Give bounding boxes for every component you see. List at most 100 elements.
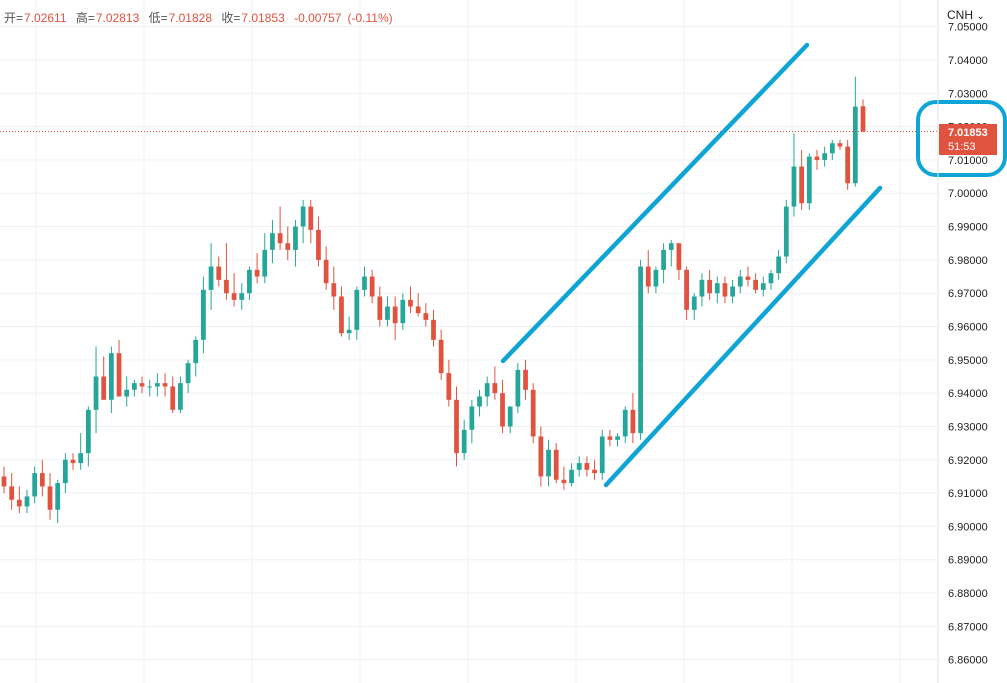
candle <box>684 266 689 320</box>
candle-body <box>139 383 145 387</box>
candle <box>431 309 436 347</box>
candle <box>661 243 666 284</box>
candle <box>262 233 268 284</box>
candle-body <box>699 279 705 297</box>
symbol-selector[interactable]: CNH ⌄ <box>947 8 985 22</box>
candle-body <box>645 266 651 287</box>
change-value: -0.00757 <box>294 11 342 25</box>
candle-body <box>32 473 38 497</box>
candle <box>55 479 61 524</box>
candle-body <box>477 396 482 407</box>
candle-body <box>469 406 475 430</box>
candle-body <box>576 463 582 470</box>
candle-body <box>385 306 390 320</box>
candle <box>845 139 851 190</box>
candle <box>500 379 505 434</box>
candle <box>423 303 429 327</box>
candle-body <box>39 473 45 487</box>
candle-body <box>300 206 306 227</box>
candle <box>829 139 835 160</box>
candle <box>239 283 245 310</box>
candle-body <box>561 479 567 484</box>
candle-body <box>584 463 590 470</box>
candle <box>39 459 45 497</box>
candle <box>707 269 712 300</box>
candle <box>300 199 306 244</box>
y-tick-label: 7.03000 <box>948 88 988 100</box>
candle <box>201 276 206 354</box>
candle <box>538 426 544 487</box>
candle-body <box>47 486 53 510</box>
candle-body <box>783 206 789 257</box>
candle <box>561 466 567 490</box>
candle-body <box>446 373 452 400</box>
candle <box>108 346 114 414</box>
candle <box>32 466 38 504</box>
candle <box>132 379 137 397</box>
close-label: 收= <box>221 11 241 25</box>
candle <box>70 453 76 470</box>
candle-body <box>737 276 743 287</box>
y-tick-label: 6.95000 <box>948 355 988 367</box>
candle <box>9 473 15 510</box>
candle <box>247 266 252 300</box>
candle <box>139 376 145 394</box>
candles-layer <box>1 76 866 524</box>
candle-body <box>500 393 505 427</box>
candle-body <box>9 486 15 500</box>
annotation-layer <box>500 42 1007 488</box>
candle <box>101 356 107 400</box>
candle-body <box>285 243 291 250</box>
candle-body <box>293 226 298 250</box>
candle-body <box>668 243 674 250</box>
candle <box>584 456 590 477</box>
candle <box>162 373 168 397</box>
candle <box>185 359 191 394</box>
candle <box>170 376 176 414</box>
candle <box>530 383 536 444</box>
open-label: 开= <box>4 11 24 25</box>
candle-body <box>431 319 436 340</box>
price-highlight-box[interactable] <box>916 100 1007 177</box>
candle <box>576 456 582 477</box>
candle <box>454 386 459 467</box>
candle <box>599 429 605 480</box>
candle-body <box>707 279 712 294</box>
candle-body <box>308 206 314 230</box>
bar-countdown: 51:53 <box>948 141 976 153</box>
candle-body <box>730 286 735 297</box>
candle-body <box>85 409 91 454</box>
candle-body <box>224 279 229 294</box>
candle <box>316 216 321 267</box>
candle-body <box>768 273 774 284</box>
candle-body <box>530 389 536 437</box>
candle-body <box>630 409 636 434</box>
low-label: 低= <box>148 11 168 25</box>
y-tick-label: 6.93000 <box>948 421 988 433</box>
candle-body <box>438 339 444 374</box>
upper-channel-line[interactable] <box>500 42 810 364</box>
candle-body <box>661 249 666 270</box>
candle-body <box>270 233 275 250</box>
candle-body <box>155 383 160 387</box>
candle-body <box>837 143 843 147</box>
candle <box>308 199 314 244</box>
candle <box>346 316 352 340</box>
candle <box>737 269 743 294</box>
candle-body <box>247 269 252 294</box>
candle <box>415 293 421 317</box>
candle-body <box>254 269 260 277</box>
candle-body <box>24 496 30 507</box>
candle-body <box>262 249 268 277</box>
y-tick-label: 7.04000 <box>948 55 988 67</box>
candle-body <box>231 293 237 300</box>
lower-channel-line[interactable] <box>603 185 883 488</box>
price-axis[interactable]: 7.050007.040007.030007.020007.010007.000… <box>937 0 988 683</box>
candle-body <box>829 143 835 154</box>
candle <box>62 453 68 494</box>
symbol-label: CNH <box>947 8 973 22</box>
candle <box>477 389 482 417</box>
candle <box>469 399 475 444</box>
